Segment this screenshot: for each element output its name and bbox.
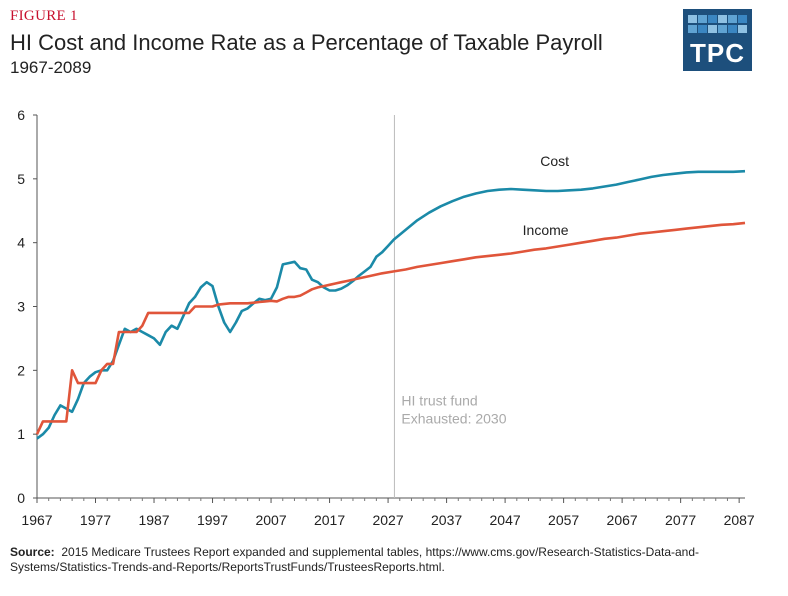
x-tick-label: 2027: [372, 512, 403, 528]
series-labels: Cost Income: [523, 153, 569, 238]
x-tick-label: 1987: [138, 512, 169, 528]
source-label: Source:: [10, 545, 55, 559]
x-tick-label: 2007: [255, 512, 286, 528]
chart-subtitle: 1967-2089: [10, 58, 92, 77]
x-tick-label: 2067: [607, 512, 638, 528]
logo-square: [708, 25, 717, 33]
logo-square: [738, 25, 747, 33]
logo-square: [698, 25, 707, 33]
trust-fund-annotation: HI trust fund Exhausted: 2030: [393, 115, 507, 498]
x-tick-label: 2077: [665, 512, 696, 528]
logo-square: [738, 15, 747, 23]
source-note: Source: 2015 Medicare Trustees Report ex…: [10, 545, 780, 575]
logo-square: [688, 25, 697, 33]
y-tick-label: 1: [17, 426, 25, 442]
x-tick-label: 1967: [21, 512, 52, 528]
logo-square: [708, 15, 717, 23]
y-tick-label: 2: [17, 362, 25, 378]
series-lines: [35, 169, 746, 440]
chart-title: HI Cost and Income Rate as a Percentage …: [10, 30, 603, 55]
axes: 0 1 2 3 4 5 6 1967 1977 1987 1997 2007 2017 2027 2037 2…: [17, 107, 755, 528]
y-tick-label: 3: [17, 299, 25, 315]
logo-square: [688, 15, 697, 23]
y-tick-label: 0: [17, 490, 25, 506]
x-tick-label: 2057: [548, 512, 579, 528]
series-label-income: Income: [523, 222, 569, 238]
y-tick-label: 5: [17, 171, 25, 187]
logo-square: [728, 15, 737, 23]
series-line-income: [35, 221, 746, 435]
chart-area: 0 1 2 3 4 5 6 1967 1977 1987 1997 2007 2017 2027 2037 2…: [17, 107, 755, 528]
annotation-text: HI trust fund: [401, 392, 477, 408]
figure-label: FIGURE 1: [10, 8, 78, 24]
y-tick-label: 6: [17, 107, 25, 123]
annotation-text: Exhausted: 2030: [401, 410, 506, 426]
series-label-cost: Cost: [540, 153, 569, 169]
logo-text: TPC: [690, 38, 745, 68]
tpc-logo: TPC: [683, 9, 752, 71]
logo-square: [718, 15, 727, 23]
x-tick-label: 1997: [197, 512, 228, 528]
x-tick-label: 2087: [724, 512, 755, 528]
x-tick-label: 1977: [80, 512, 111, 528]
series-line-cost: [36, 169, 746, 440]
source-text: 2015 Medicare Trustees Report expanded a…: [10, 545, 700, 574]
x-tick-label: 2037: [431, 512, 462, 528]
logo-square: [718, 25, 727, 33]
logo-square: [698, 15, 707, 23]
x-tick-label: 2017: [314, 512, 345, 528]
logo-square: [728, 25, 737, 33]
y-tick-label: 4: [17, 235, 25, 251]
x-tick-label: 2047: [490, 512, 521, 528]
